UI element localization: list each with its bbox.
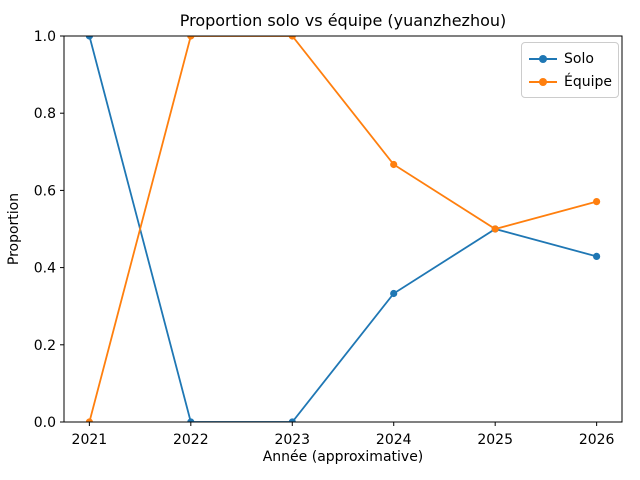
plot-frame [63,35,623,423]
y-tick-label: 0.2 [34,338,56,354]
legend: Solo Équipe [521,42,619,98]
legend-item-equipe: Équipe [529,70,612,93]
x-tick-label: 2023 [274,432,310,448]
y-tick-label: 0.4 [34,261,56,277]
x-axis-label: Année (approximative) [262,449,424,465]
legend-item-solo: Solo [529,47,610,70]
legend-marker-icon [539,54,547,63]
x-tick-label: 2022 [173,432,209,448]
legend-sample-equipe [529,77,557,87]
data-point-équipe-2025 [491,225,499,233]
data-point-équipe-2026 [593,198,601,206]
x-tick-label: 2024 [376,432,412,448]
y-tick-label: 0.8 [34,106,56,122]
data-point-solo-2022 [187,418,195,422]
x-tick-label: 2026 [579,432,615,448]
data-point-solo-2023 [288,418,296,422]
data-point-équipe-2023 [288,36,296,40]
data-point-solo-2026 [593,252,601,260]
y-tick-label: 1.0 [34,29,56,45]
data-point-solo-2024 [390,289,398,298]
legend-label-solo: Solo [564,50,594,67]
series-line-équipe [88,36,597,422]
legend-sample-solo [529,54,557,64]
series-line-solo [88,36,597,422]
data-point-équipe-2024 [390,160,398,169]
y-axis-label: Proportion [6,192,22,266]
legend-label-equipe: Équipe [564,73,612,90]
data-point-équipe-2021 [85,418,93,422]
chart-title: Proportion solo vs équipe (yuanzhezhou) [179,11,507,30]
y-tick-label: 0.6 [34,183,56,199]
x-tick-label: 2021 [72,432,108,448]
legend-marker-icon [539,77,547,86]
data-point-équipe-2022 [187,36,195,40]
y-tick-label: 0.0 [34,415,56,431]
data-point-solo-2021 [85,36,93,40]
x-tick-label: 2025 [477,432,513,448]
